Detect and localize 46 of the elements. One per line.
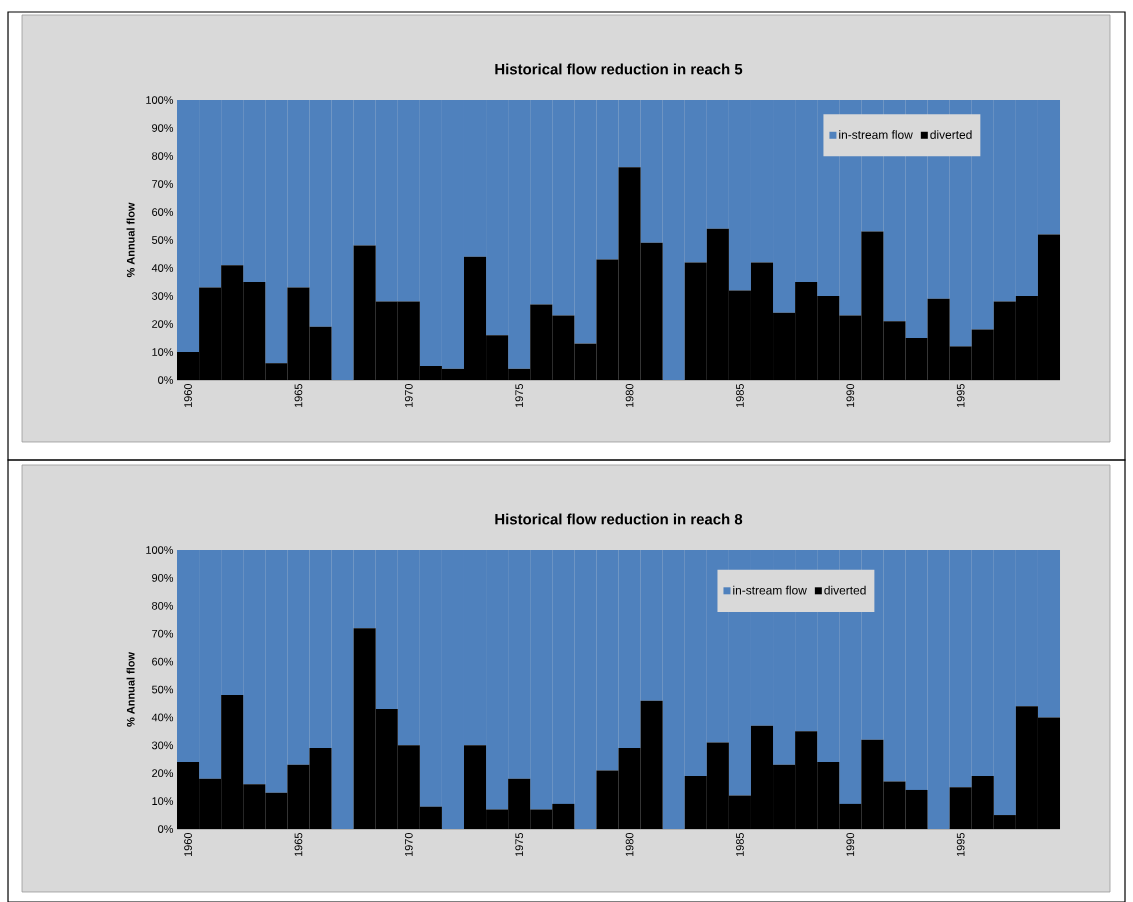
y-tick-label: 60% xyxy=(152,208,174,216)
y-tick-label: 30% xyxy=(151,292,174,300)
y-tick-label: 30% xyxy=(151,741,174,750)
y-tick-label: 80% xyxy=(152,601,174,610)
x-tick-label: 1985 xyxy=(736,384,744,408)
y-tick-label: 50% xyxy=(151,236,174,244)
x-tick-label: 1985 xyxy=(736,833,744,857)
x-tick-label: 1995 xyxy=(956,833,965,857)
y-tick-label: 70% xyxy=(152,180,174,188)
x-tick-label: 1995 xyxy=(956,384,965,408)
y-tick-label: 10% xyxy=(152,348,174,356)
legend-label: diverted xyxy=(824,585,866,595)
y-tick-label: 90% xyxy=(152,124,174,132)
y-tick-label: 100% xyxy=(146,96,174,104)
y-tick-label: 10% xyxy=(152,797,174,805)
y-tick-label: 20% xyxy=(152,320,174,328)
y-tick-label: 70% xyxy=(152,629,174,638)
legend-label: in-stream flow xyxy=(839,130,913,139)
legend-label: in-stream flow xyxy=(733,585,807,595)
x-tick-label: 1970 xyxy=(404,383,413,408)
y-tick-label: 0% xyxy=(158,376,174,384)
y-tick-label: 60% xyxy=(152,657,174,666)
x-tick-label: 1990 xyxy=(846,832,855,857)
x-tick-label: 1970 xyxy=(404,832,413,857)
y-tick-label: 100% xyxy=(146,546,174,554)
x-tick-label: 1975 xyxy=(515,384,524,408)
y-tick-label: 40% xyxy=(151,713,174,722)
x-tick-label: 1960 xyxy=(184,832,192,857)
x-tick-label: 1975 xyxy=(515,833,524,857)
chart-title: Historical flow reduction in reach 8 xyxy=(495,513,743,525)
x-tick-label: 1965 xyxy=(294,833,303,857)
y-tick-label: 20% xyxy=(152,769,174,778)
x-tick-label: 1960 xyxy=(184,383,192,408)
x-tick-label: 1965 xyxy=(294,384,303,408)
x-tick-label: 1990 xyxy=(846,383,855,408)
y-axis-title: % Annual flow xyxy=(126,652,135,727)
y-tick-label: 80% xyxy=(152,152,174,160)
y-tick-label: 0% xyxy=(158,825,174,833)
legend-label: diverted xyxy=(930,130,972,139)
y-tick-label: 90% xyxy=(152,574,174,582)
x-tick-label: 1980 xyxy=(625,832,634,857)
x-tick-label: 1980 xyxy=(625,383,634,408)
y-tick-label: 50% xyxy=(151,685,174,694)
y-tick-label: 40% xyxy=(151,264,174,272)
y-axis-title: % Annual flow xyxy=(126,202,135,278)
chart-title: Historical flow reduction in reach 5 xyxy=(495,63,743,75)
